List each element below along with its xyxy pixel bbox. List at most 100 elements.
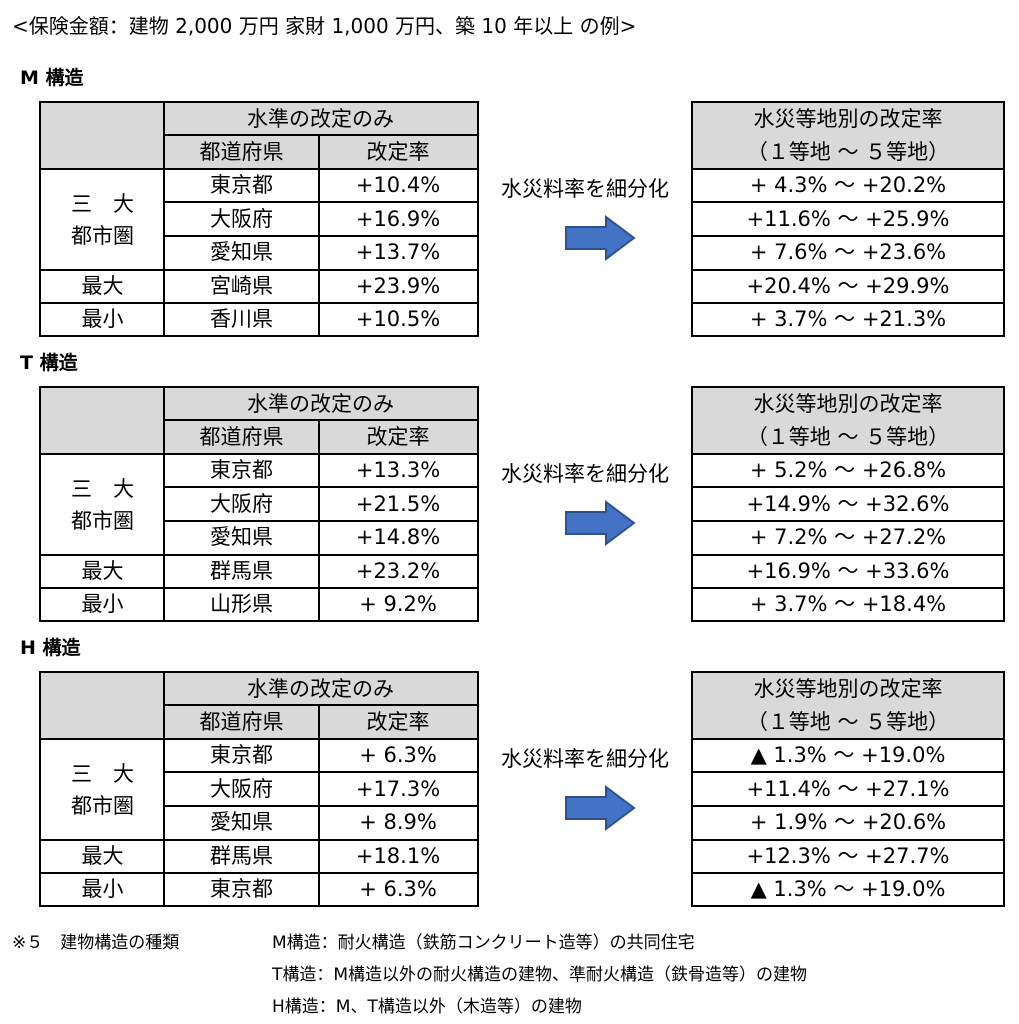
divider: [39, 738, 479, 740]
level-only-header: 水準の改定のみ: [164, 388, 477, 420]
divider: [163, 101, 165, 337]
divider: [691, 587, 1005, 589]
divider: [691, 201, 1005, 203]
prefecture-cell: 愛知県: [210, 240, 273, 264]
prefecture-cell: 群馬県: [210, 843, 273, 868]
prefecture-cell: 香川県: [210, 306, 273, 331]
zone-range-header: （１等地 ～ ５等地）: [693, 705, 1003, 739]
rate-table: 水準の改定のみ 都道府県 改定率 水災等地別の改定率 （１等地 ～ ５等地） 三 大都市圏…: [39, 671, 1005, 907]
zone-range-header: （１等地 ～ ５等地）: [693, 135, 1003, 169]
rate-cell: +10.5%: [355, 306, 441, 331]
min-label: 最小: [81, 876, 124, 901]
corner-cell: [41, 103, 164, 169]
notes-label: ※５ 建物構造の種類: [12, 933, 180, 953]
rate-cell: +17.3%: [355, 776, 441, 801]
max-label: 最大: [81, 274, 124, 298]
divider: [39, 302, 479, 304]
zone-range-cell: ▲ 1.3% ～ +19.0%: [750, 743, 946, 767]
rate-cell: +21.5%: [355, 491, 441, 516]
max-label: 最大: [81, 559, 124, 583]
rate-header: 改定率: [319, 705, 477, 739]
divider: [691, 805, 1005, 807]
prefecture-cell: 山形県: [210, 591, 273, 616]
prefecture-cell: 愛知県: [210, 525, 273, 549]
divider: [163, 419, 479, 421]
right-arrow-icon: [565, 215, 636, 261]
rate-cell: +16.9%: [355, 206, 441, 231]
divider: [163, 704, 479, 706]
metro-label-line1: 三 大: [71, 476, 134, 501]
divider: [163, 520, 479, 522]
metro-label-line2: 都市圏: [71, 793, 134, 818]
left-table-border: [39, 671, 479, 907]
divider: [691, 872, 1005, 874]
divider: [163, 805, 479, 807]
min-label: 最小: [81, 306, 124, 331]
prefecture-cell: 東京都: [210, 743, 273, 767]
prefecture-cell: 大阪府: [210, 491, 273, 516]
level-only-header: 水準の改定のみ: [164, 103, 477, 135]
divider: [691, 738, 1005, 740]
divider: [163, 671, 165, 907]
divider: [163, 771, 479, 773]
prefecture-cell: 東京都: [210, 458, 273, 482]
corner-cell: [41, 673, 164, 739]
divider: [691, 235, 1005, 237]
zone-range-cell: + 7.2% ～ +27.2%: [749, 525, 947, 549]
divider: [691, 168, 1005, 170]
zone-rate-header: 水災等地別の改定率: [693, 103, 1003, 135]
zone-range-cell: +11.6% ～ +25.9%: [746, 206, 950, 231]
right-arrow-icon: [565, 500, 636, 546]
left-table-border: [39, 101, 479, 337]
metro-label-line2: 都市圏: [71, 508, 134, 533]
right-table-border: [691, 386, 1005, 622]
metro-label-line2: 都市圏: [71, 223, 134, 248]
level-only-header: 水準の改定のみ: [164, 673, 477, 705]
metro-group-label: 三 大都市圏: [41, 169, 164, 270]
divider: [691, 486, 1005, 488]
zone-range-cell: + 3.7% ～ +18.4%: [749, 591, 947, 616]
zone-range-cell: + 3.7% ～ +21.3%: [749, 306, 947, 331]
rate-cell: +23.9%: [355, 273, 441, 298]
corner-cell: [41, 388, 164, 454]
zone-range-cell: +12.3% ～ +27.7%: [746, 843, 950, 868]
rate-table: 水準の改定のみ 都道府県 改定率 水災等地別の改定率 （１等地 ～ ５等地） 三 大都市圏…: [39, 101, 1005, 337]
prefecture-header: 都道府県: [164, 705, 319, 739]
zone-range-cell: +16.9% ～ +33.6%: [746, 558, 950, 583]
zone-range-cell: ▲ 1.3% ～ +19.0%: [750, 876, 946, 901]
zone-rate-header: 水災等地別の改定率: [693, 673, 1003, 705]
rate-cell: +14.8%: [355, 525, 441, 549]
prefecture-header: 都道府県: [164, 135, 319, 169]
right-table-border: [691, 101, 1005, 337]
divider: [39, 269, 479, 271]
subdivide-label: 水災料率を細分化: [501, 177, 669, 201]
zone-range-cell: + 5.2% ～ +26.8%: [749, 458, 947, 482]
right-arrow-icon: [565, 785, 636, 831]
zone-range-cell: + 1.9% ～ +20.6%: [749, 810, 947, 834]
subdivide-label: 水災料率を細分化: [501, 462, 669, 486]
divider: [691, 453, 1005, 455]
prefecture-header: 都道府県: [164, 420, 319, 454]
prefecture-cell: 大阪府: [210, 776, 273, 801]
divider: [691, 771, 1005, 773]
right-table-border: [691, 671, 1005, 907]
divider: [39, 839, 479, 841]
metro-label-line1: 三 大: [71, 191, 134, 216]
note-t-structure: T構造：M構造以外の耐火構造の建物、準耐火構造（鉄骨造等）の建物: [272, 965, 808, 985]
rate-cell: +18.1%: [355, 843, 441, 868]
divider: [691, 302, 1005, 304]
divider: [163, 486, 479, 488]
divider: [691, 520, 1005, 522]
section-title: T 構造: [20, 352, 78, 374]
metro-label-line1: 三 大: [71, 761, 134, 786]
divider: [39, 587, 479, 589]
prefecture-cell: 大阪府: [210, 206, 273, 231]
min-label: 最小: [81, 591, 124, 616]
divider: [691, 554, 1005, 556]
metro-group-label: 三 大都市圏: [41, 739, 164, 840]
rate-cell: + 6.3%: [359, 876, 437, 901]
rate-cell: + 8.9%: [359, 810, 437, 834]
divider: [39, 453, 479, 455]
zone-rate-header: 水災等地別の改定率: [693, 388, 1003, 420]
prefecture-cell: 東京都: [210, 876, 273, 901]
